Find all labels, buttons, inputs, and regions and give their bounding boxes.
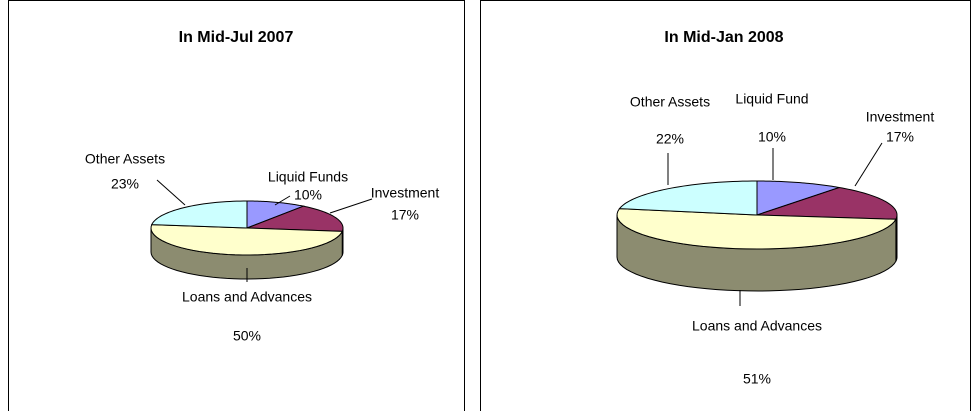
slice-label: Loans and Advances [182, 289, 312, 305]
slice [616, 208, 897, 250]
slice [756, 180, 840, 216]
slice [150, 200, 248, 229]
slice-label: Investment [371, 185, 440, 201]
leader-line [156, 179, 186, 206]
slice [246, 200, 306, 229]
value-label: 22% [656, 131, 684, 147]
value-label: 51% [743, 371, 771, 387]
slice-label: Investment [866, 109, 935, 125]
leader-line [329, 198, 373, 214]
chart-title: In Mid-Jan 2008 [664, 29, 783, 46]
slice [756, 186, 898, 220]
slice-label: Loans and Advances [692, 318, 822, 334]
leader-line [854, 142, 883, 187]
value-label: 17% [391, 207, 419, 223]
value-label: 10% [294, 187, 322, 203]
value-label: 50% [233, 328, 261, 344]
value-label: 23% [111, 176, 139, 192]
chart-title: In Mid-Jul 2007 [179, 29, 294, 46]
slice [618, 180, 758, 216]
slice-label: Liquid Funds [268, 169, 348, 185]
slice [246, 205, 344, 232]
value-label: 17% [886, 129, 914, 145]
slice-label: Other Assets [630, 94, 710, 110]
slice-label: Other Assets [85, 151, 165, 167]
slice-label: Liquid Fund [735, 91, 808, 107]
value-label: 10% [758, 129, 786, 145]
slice [150, 224, 344, 256]
leader-line [274, 195, 291, 206]
